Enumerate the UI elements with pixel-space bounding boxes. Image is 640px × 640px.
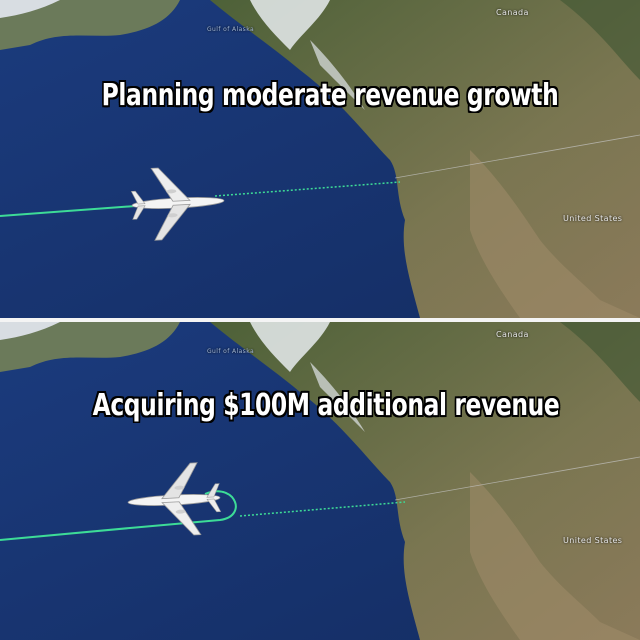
satellite-map (0, 322, 640, 640)
top-caption: Planning moderate revenue growth (101, 78, 559, 113)
map-label-canada: Canada (496, 8, 529, 17)
panel-divider (0, 318, 640, 322)
map-label-gulf: Gulf of Alaska (207, 348, 255, 355)
airplane-icon (127, 462, 222, 536)
top-panel: Canada United States Gulf of Alaska Plan… (0, 0, 640, 318)
bottom-panel: Canada United States Gulf of Alaska Acqu… (0, 322, 640, 640)
map-label-canada: Canada (496, 330, 529, 339)
map-label-united-states: United States (563, 214, 623, 223)
satellite-map (0, 0, 640, 318)
map-label-united-states: United States (563, 536, 623, 545)
bottom-caption: Acquiring $100M additional revenue (92, 388, 560, 423)
airplane-icon (130, 167, 225, 241)
map-label-gulf: Gulf of Alaska (207, 26, 255, 33)
